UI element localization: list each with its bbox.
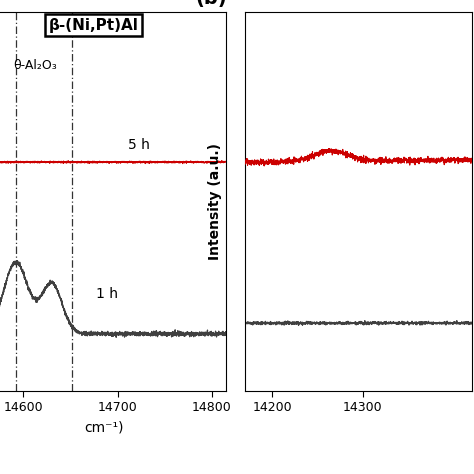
Text: β-(Ni,Pt)Al: β-(Ni,Pt)Al	[49, 18, 139, 33]
Text: 5 h: 5 h	[128, 137, 150, 152]
Text: Intensity (a.u.): Intensity (a.u.)	[209, 143, 222, 260]
Text: 1 h: 1 h	[96, 287, 118, 301]
X-axis label: cm⁻¹): cm⁻¹)	[84, 420, 123, 434]
Text: (b): (b)	[195, 0, 227, 8]
Text: θ-Al₂O₃: θ-Al₂O₃	[13, 59, 57, 72]
